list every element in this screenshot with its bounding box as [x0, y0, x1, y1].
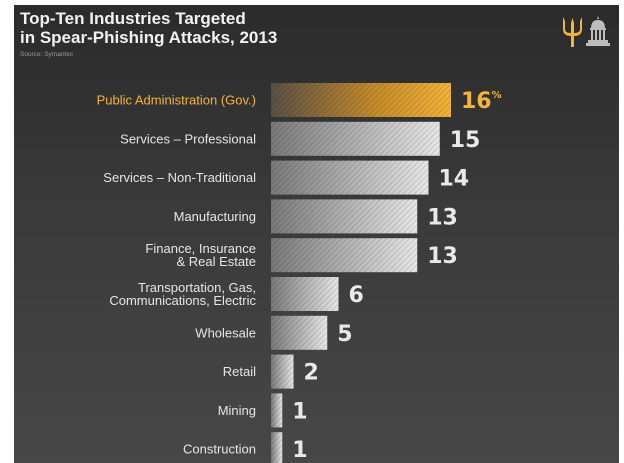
category-label-3: Manufacturing [174, 209, 256, 224]
category-label-1: Services – Professional [120, 131, 256, 146]
category-label-5: Transportation, Gas, Communications, Elec… [109, 280, 256, 308]
category-label-7: Retail [223, 364, 256, 379]
value-label-5: 6 [349, 283, 364, 308]
category-label-8: Mining [218, 403, 256, 418]
category-label-6: Wholesale [195, 325, 256, 340]
bar-texture-7 [271, 354, 294, 389]
value-unit: % [492, 90, 502, 101]
bar-texture-2 [271, 160, 429, 195]
value-label-2: 14 [439, 167, 470, 192]
value-label-9: 1 [292, 438, 307, 463]
chart-title: Top-Ten Industries Targeted in Spear-Phi… [20, 9, 278, 47]
trident-capitol-icon [563, 16, 610, 47]
bar-texture-6 [271, 315, 328, 350]
bar-texture-8 [271, 393, 283, 428]
bar-texture-4 [271, 238, 418, 273]
category-label-2: Services – Non-Traditional [103, 170, 256, 185]
bar-texture-1 [271, 121, 440, 156]
value-label-3: 13 [427, 205, 458, 230]
value-label-1: 15 [450, 128, 481, 153]
category-label-4: Finance, Insurance & Real Estate [145, 241, 256, 269]
source-note: Source: Symantec [20, 51, 74, 58]
chart-panel: Top-Ten Industries Targeted in Spear-Phi… [14, 5, 619, 463]
bar-texture-9 [271, 432, 283, 463]
value-label-0: 16% [461, 89, 502, 114]
bar-chart: Public Administration (Gov.) 16%Services … [97, 83, 502, 463]
bar-texture-5 [271, 277, 339, 311]
value-label-8: 1 [292, 399, 307, 424]
bar-texture-0 [271, 83, 451, 117]
bar-texture-3 [271, 199, 418, 234]
category-label-0: Public Administration (Gov.) [97, 93, 256, 108]
value-label-7: 2 [304, 361, 319, 386]
value-label-4: 13 [427, 244, 458, 269]
value-label-6: 5 [337, 322, 352, 347]
category-label-9: Construction [183, 442, 256, 457]
